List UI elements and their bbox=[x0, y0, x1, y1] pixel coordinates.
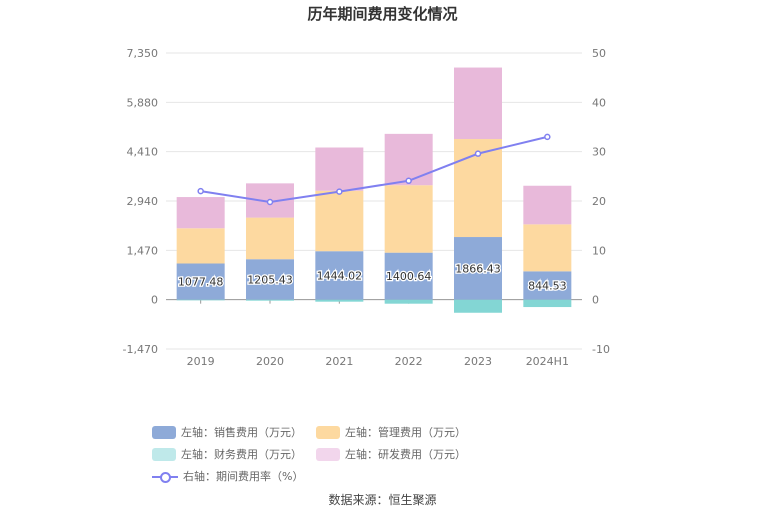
bar-data-label: 1444.02 bbox=[317, 269, 363, 282]
y-left-tick-label: 5,880 bbox=[127, 96, 159, 109]
bar-segment-s2-4 bbox=[454, 299, 502, 313]
x-tick-label: 2019 bbox=[187, 355, 215, 368]
bar-segment-s1-0 bbox=[176, 228, 225, 264]
bar-segment-s3-0 bbox=[176, 197, 225, 229]
bar-segment-s3-2 bbox=[315, 147, 364, 191]
y-right-tick-label: 10 bbox=[592, 244, 606, 257]
legend-swatch-admin bbox=[316, 425, 340, 439]
rate-point bbox=[544, 133, 551, 141]
legend-swatch-rate bbox=[152, 470, 178, 483]
bar-segment-s0-5 bbox=[523, 271, 572, 300]
y-right-tick-label: 50 bbox=[592, 47, 606, 60]
legend-item-admin[interactable]: 左轴：管理费用（万元） bbox=[316, 424, 466, 440]
legend-label-admin: 左轴：管理费用（万元） bbox=[345, 426, 466, 439]
legend-label-rd: 左轴：研发费用（万元） bbox=[345, 448, 466, 461]
bar-segment-s0-3 bbox=[384, 252, 433, 300]
bar-segment-s3-3 bbox=[384, 133, 433, 186]
legend-item-rate[interactable]: 右轴：期间费用率（%） bbox=[152, 468, 303, 484]
bar-segment-s3-4 bbox=[454, 67, 502, 140]
x-tick-label: 2021 bbox=[325, 355, 353, 368]
y-right-tick-label: 20 bbox=[592, 195, 606, 208]
source-note: 数据来源：恒生聚源 bbox=[328, 493, 437, 507]
y-left-tick-label: -1,470 bbox=[123, 343, 158, 356]
y-left-tick-label: 4,410 bbox=[127, 146, 159, 159]
bar-segment-s2-1 bbox=[246, 299, 294, 301]
legend-swatch-finance bbox=[152, 447, 176, 461]
bar-segment-s2-2 bbox=[315, 299, 364, 302]
bar-segment-s1-3 bbox=[384, 185, 433, 253]
legend-item-finance[interactable]: 左轴：财务费用（万元） bbox=[152, 446, 302, 462]
bar-segment-s1-5 bbox=[523, 224, 572, 272]
rate-point bbox=[405, 177, 412, 185]
bar-data-label: 1205.43 bbox=[247, 273, 293, 286]
bar-segment-s3-5 bbox=[523, 185, 572, 225]
legend-label-rate: 右轴：期间费用率（%） bbox=[183, 470, 304, 483]
rate-point bbox=[266, 198, 274, 206]
x-tick-label: 2023 bbox=[464, 355, 492, 368]
rate-point bbox=[336, 188, 343, 195]
x-tick-label: 2020 bbox=[256, 355, 284, 368]
y-right-tick-label: 30 bbox=[592, 146, 606, 159]
legend-swatch-sales bbox=[152, 425, 176, 439]
bar-segment-s2-0 bbox=[176, 299, 225, 301]
bar-data-label: 844.53 bbox=[528, 279, 567, 292]
bar-segment-s0-4 bbox=[454, 237, 502, 300]
y-right-tick-label: 0 bbox=[592, 294, 599, 307]
bar-segment-s2-5 bbox=[523, 299, 572, 308]
chart-title: 历年期间费用变化情况 bbox=[307, 5, 458, 23]
y-left-tick-label: 0 bbox=[151, 294, 158, 307]
bar-data-label: 1077.48 bbox=[178, 276, 224, 289]
legend-swatch-rd bbox=[316, 447, 340, 461]
legend-item-rd[interactable]: 左轴：研发费用（万元） bbox=[316, 446, 466, 462]
bar-segment-s2-3 bbox=[384, 299, 433, 304]
y-left-tick-label: 2,940 bbox=[127, 195, 159, 208]
x-tick-label: 2024H1 bbox=[526, 355, 569, 368]
y-left-tick-label: 7,350 bbox=[127, 47, 159, 60]
y-right-tick-label: -10 bbox=[592, 343, 610, 356]
bar-segment-s0-1 bbox=[246, 259, 294, 300]
rate-point bbox=[197, 187, 204, 195]
legend-label-finance: 左轴：财务费用（万元） bbox=[181, 448, 302, 461]
bar-segment-s1-2 bbox=[315, 190, 364, 252]
rate-point bbox=[474, 150, 482, 157]
chart-legend: 左轴：销售费用（万元） 左轴：管理费用（万元） 左轴：财务费用（万元） 左轴：研… bbox=[152, 424, 622, 484]
bar-data-label: 1866.43 bbox=[455, 262, 501, 275]
x-tick-label: 2022 bbox=[395, 355, 423, 368]
legend-label-sales: 左轴：销售费用（万元） bbox=[181, 426, 302, 439]
bar-segment-s0-0 bbox=[176, 263, 225, 300]
legend-item-sales[interactable]: 左轴：销售费用（万元） bbox=[152, 424, 302, 440]
bar-segment-s1-1 bbox=[246, 217, 294, 260]
y-right-tick-label: 40 bbox=[592, 96, 606, 109]
y-left-tick-label: 1,470 bbox=[127, 244, 159, 257]
bar-segment-s0-2 bbox=[315, 251, 364, 300]
bar-data-label: 1400.64 bbox=[386, 270, 432, 283]
rate-line bbox=[200, 135, 548, 203]
